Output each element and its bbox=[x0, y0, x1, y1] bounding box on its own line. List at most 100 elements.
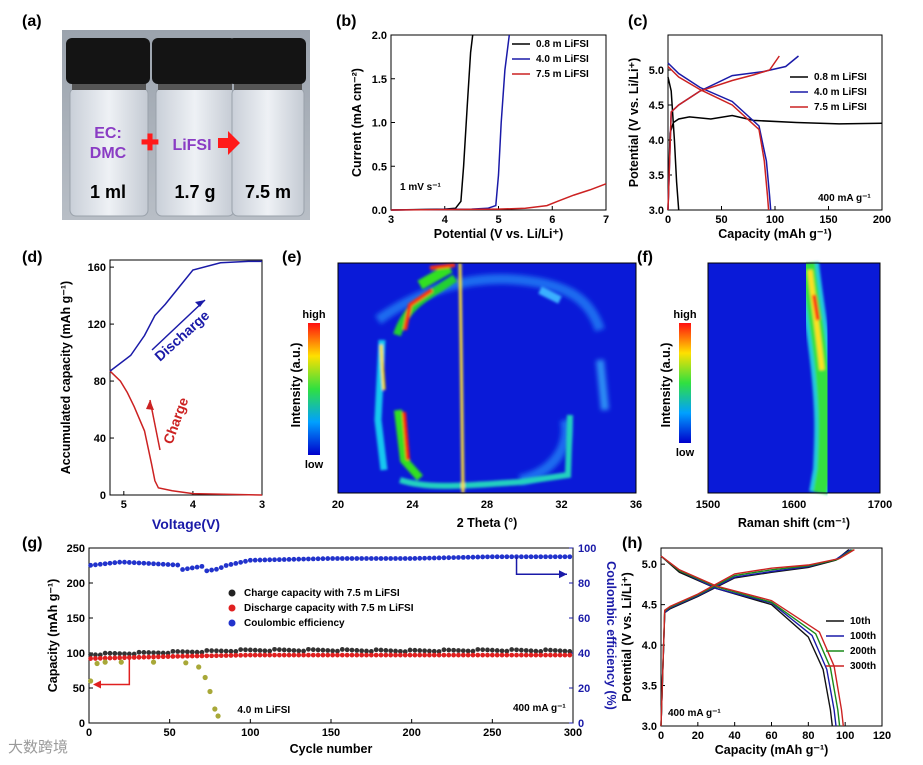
lifsi4-point bbox=[88, 678, 94, 684]
ce-point bbox=[422, 555, 427, 561]
discharge-point bbox=[397, 652, 403, 658]
ce-point bbox=[306, 556, 311, 562]
discharge-point bbox=[441, 652, 447, 658]
charge-point bbox=[451, 647, 457, 653]
discharge-point bbox=[552, 652, 558, 658]
ce-point bbox=[97, 561, 103, 567]
ce-point bbox=[296, 556, 302, 562]
charge-point bbox=[562, 648, 568, 654]
current-density-annotation: 400 mA g⁻¹ bbox=[513, 703, 566, 714]
legend-label: 0.8 m LiFSI bbox=[814, 72, 867, 83]
discharge-point bbox=[97, 655, 103, 661]
y-tick-label: 160 bbox=[88, 262, 106, 274]
charge-point bbox=[543, 647, 548, 653]
y-tick-label: 40 bbox=[94, 433, 106, 445]
ce-point bbox=[214, 566, 219, 572]
discharge-point bbox=[160, 654, 166, 660]
ce-point bbox=[291, 556, 297, 562]
discharge-point bbox=[233, 652, 239, 658]
charge-point bbox=[388, 648, 394, 654]
chart-c-charge-discharge: 0 50 100 150 200 3.0 3.5 4.0 4.5 5.0 Capacity (mAh… bbox=[627, 34, 891, 241]
ce-point bbox=[475, 554, 481, 560]
charge-point bbox=[538, 649, 544, 654]
ce-point bbox=[528, 554, 534, 560]
discharge-point bbox=[175, 653, 181, 659]
discharge-point bbox=[310, 652, 316, 658]
discharge-point bbox=[446, 652, 452, 658]
ce-point bbox=[112, 560, 118, 566]
arrow-right-icon bbox=[218, 131, 240, 155]
discharge-point bbox=[509, 652, 515, 658]
ce-point bbox=[533, 554, 539, 560]
discharge-point bbox=[281, 652, 287, 658]
discharge-point bbox=[412, 652, 418, 658]
ce-point bbox=[393, 556, 398, 561]
charge-point bbox=[146, 650, 152, 655]
discharge-point bbox=[388, 652, 394, 658]
charge-point bbox=[189, 649, 195, 655]
watermark: 大数跨境 bbox=[8, 738, 68, 756]
discharge-point bbox=[528, 652, 534, 658]
legend-label: Coulombic efficiency bbox=[244, 618, 345, 629]
ce-point bbox=[557, 554, 563, 560]
lifsi4-point bbox=[196, 664, 202, 670]
y-tick-label: 120 bbox=[88, 319, 106, 331]
discharge-point bbox=[88, 656, 94, 661]
lifsi4-point bbox=[150, 659, 157, 665]
y-tick-label: 2.0 bbox=[372, 30, 387, 42]
panel-label-c: (c) bbox=[628, 13, 648, 30]
discharge-point bbox=[185, 653, 190, 659]
legend-label: 10th bbox=[850, 616, 871, 627]
y-tick-label: 80 bbox=[94, 376, 106, 388]
vial-2 bbox=[152, 38, 236, 217]
charge-point bbox=[218, 648, 224, 654]
photo-panel: EC: DMC ✚ LiFSI 1 ml 1.7 g 7.5 m bbox=[62, 30, 310, 220]
discharge-point bbox=[359, 652, 365, 658]
discharge-point bbox=[228, 653, 234, 658]
arrow-head-icon bbox=[195, 300, 205, 307]
discharge-point bbox=[451, 652, 457, 658]
discharge-point bbox=[180, 653, 185, 659]
lifsi4-point bbox=[215, 713, 221, 719]
x-tick-label: 100 bbox=[241, 727, 259, 739]
discharge-point bbox=[407, 652, 413, 658]
y-tick-label: 4.0 bbox=[649, 135, 664, 147]
ce-point bbox=[185, 566, 190, 572]
charge-point bbox=[122, 651, 127, 657]
ce-point bbox=[436, 555, 442, 561]
ce-point bbox=[451, 555, 457, 560]
ce-point bbox=[136, 560, 142, 566]
discharge-point bbox=[354, 652, 360, 658]
discharge-point bbox=[422, 652, 427, 658]
discharge-point bbox=[291, 652, 297, 658]
legend-marker bbox=[228, 604, 236, 612]
discharge-point bbox=[543, 652, 548, 658]
ce-point bbox=[562, 554, 568, 560]
capacity-axis-arrow bbox=[95, 658, 131, 686]
y2-tick-label: 0 bbox=[578, 718, 584, 730]
charge-point bbox=[315, 647, 321, 653]
charge-point bbox=[262, 648, 268, 654]
ce-point bbox=[122, 559, 127, 565]
ce-point bbox=[243, 558, 248, 564]
ce-point bbox=[427, 555, 432, 561]
discharge-point bbox=[199, 653, 205, 659]
ce-point bbox=[538, 554, 544, 560]
charge-point bbox=[238, 647, 244, 653]
ce-point bbox=[504, 554, 510, 560]
ce-point bbox=[141, 560, 147, 566]
series-line bbox=[667, 55, 780, 211]
discharge-point bbox=[417, 652, 423, 658]
x-tick-label: 50 bbox=[715, 214, 727, 226]
ce-point bbox=[267, 557, 273, 563]
y-tick-label: 3.0 bbox=[642, 721, 657, 733]
plot-frame bbox=[109, 259, 263, 496]
discharge-point bbox=[146, 654, 152, 660]
y-tick-label: 0 bbox=[100, 490, 106, 502]
charge-point bbox=[557, 648, 563, 654]
discharge-point bbox=[170, 654, 176, 659]
lifsi4-point bbox=[102, 659, 108, 665]
x-tick-label: 150 bbox=[322, 727, 340, 739]
discharge-point bbox=[122, 655, 127, 661]
discharge-point bbox=[364, 652, 369, 658]
